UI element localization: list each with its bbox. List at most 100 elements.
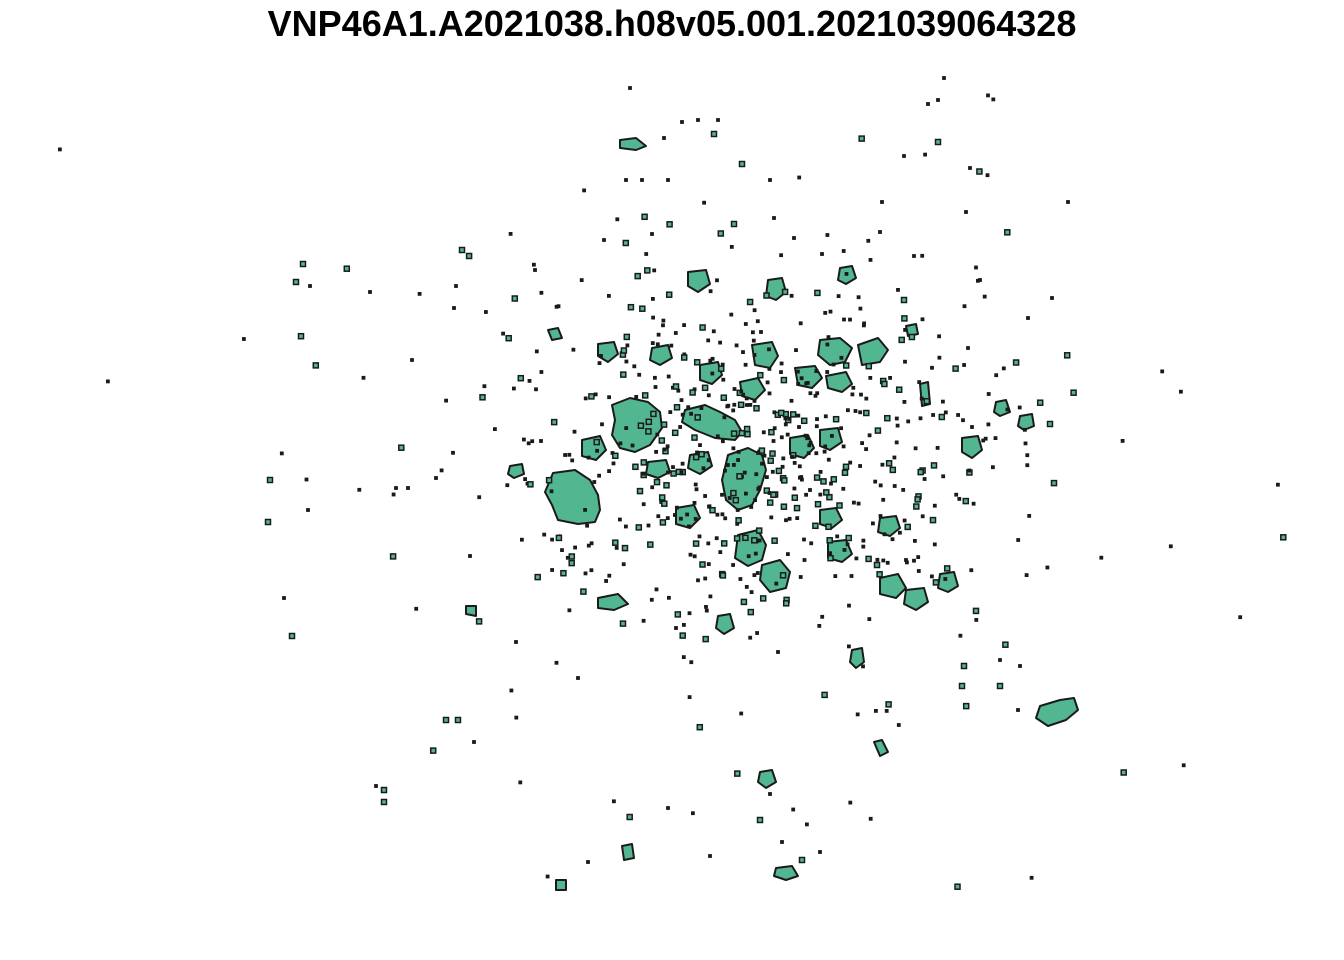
urban-speck <box>743 362 748 367</box>
urban-speck <box>670 470 677 477</box>
urban-speck <box>501 331 506 336</box>
urban-speck <box>742 534 749 542</box>
urban-speck <box>976 168 983 175</box>
urban-speck <box>769 450 776 457</box>
urban-speck <box>920 317 925 322</box>
urban-speck <box>635 524 643 531</box>
urban-speck <box>974 265 978 270</box>
urban-speck <box>850 392 855 397</box>
urban-speck <box>717 230 725 237</box>
urban-speck <box>884 709 889 713</box>
urban-speck <box>632 364 637 369</box>
urban-speck <box>534 387 538 392</box>
urban-speck <box>768 178 772 182</box>
urban-speck <box>818 492 823 497</box>
urban-speck <box>795 516 800 520</box>
urban-speck <box>733 535 741 542</box>
urban-speck <box>867 433 872 438</box>
urban-speck <box>835 534 840 539</box>
urban-speck <box>1017 405 1022 410</box>
urban-polygon <box>619 137 647 151</box>
urban-speck <box>864 447 868 452</box>
urban-speck <box>671 465 675 470</box>
urban-speck <box>649 597 654 602</box>
urban-polygon <box>751 341 779 369</box>
urban-speck <box>681 655 686 659</box>
urban-speck <box>868 257 873 262</box>
urban-speck <box>848 317 852 322</box>
urban-speck <box>833 574 838 578</box>
urban-speck <box>823 414 828 419</box>
urban-speck <box>930 574 934 579</box>
urban-speck <box>768 792 772 796</box>
urban-speck <box>607 573 612 578</box>
urban-speck <box>624 524 628 529</box>
urban-speck <box>589 541 594 546</box>
urban-speck <box>583 396 588 401</box>
urban-speck <box>545 476 553 484</box>
urban-speck <box>962 497 970 505</box>
urban-speck <box>527 378 532 383</box>
urban-speck <box>802 537 806 542</box>
urban-speck <box>691 434 698 441</box>
urban-speck <box>586 455 591 460</box>
urban-speck <box>957 496 962 501</box>
urban-speck <box>917 380 922 385</box>
urban-speck <box>812 522 819 530</box>
urban-speck <box>589 568 594 573</box>
urban-speck <box>701 384 709 392</box>
urban-speck <box>717 365 725 372</box>
urban-speck <box>308 284 312 288</box>
urban-speck <box>563 453 567 457</box>
urban-speck <box>825 342 830 347</box>
urban-speck <box>517 374 525 382</box>
urban-speck <box>919 396 924 401</box>
urban-speck <box>825 370 830 374</box>
urban-speck <box>730 220 738 228</box>
urban-polygon <box>739 377 766 401</box>
urban-polygon <box>961 435 983 459</box>
urban-speck <box>754 472 759 477</box>
urban-speck <box>780 464 785 469</box>
urban-speck <box>742 470 747 475</box>
urban-speck <box>797 175 802 180</box>
urban-speck <box>906 419 911 424</box>
urban-polygon <box>819 427 843 451</box>
urban-speck <box>941 474 946 479</box>
urban-speck <box>904 558 908 562</box>
urban-speck <box>799 376 804 381</box>
urban-speck <box>805 822 809 827</box>
urban-speck <box>620 371 627 378</box>
urban-speck <box>593 438 600 446</box>
urban-speck <box>932 579 940 586</box>
urban-speck <box>702 635 709 643</box>
urban-speck <box>658 494 666 501</box>
urban-speck <box>755 571 760 575</box>
urban-speck <box>996 682 1004 690</box>
urban-speck <box>702 200 706 205</box>
urban-speck <box>662 447 667 452</box>
urban-speck <box>292 278 300 286</box>
urban-speck <box>805 380 810 385</box>
urban-speck <box>814 451 819 456</box>
urban-speck <box>856 295 861 300</box>
urban-speck <box>929 516 937 524</box>
urban-speck <box>1045 565 1050 570</box>
urban-speck <box>588 393 595 400</box>
urban-speck <box>732 402 737 407</box>
urban-speck <box>888 375 892 380</box>
urban-speck <box>751 330 755 335</box>
urban-speck <box>845 542 850 547</box>
urban-speck <box>991 465 995 470</box>
urban-speck <box>1004 229 1011 236</box>
urban-speck <box>458 246 466 254</box>
urban-speck <box>673 331 678 335</box>
urban-speck <box>829 481 833 486</box>
urban-speck <box>651 315 655 320</box>
urban-speck <box>653 385 658 389</box>
urban-speck <box>873 479 878 484</box>
urban-speck <box>755 527 763 534</box>
urban-speck <box>858 135 865 142</box>
urban-speck <box>682 323 686 328</box>
urban-speck <box>774 581 779 586</box>
